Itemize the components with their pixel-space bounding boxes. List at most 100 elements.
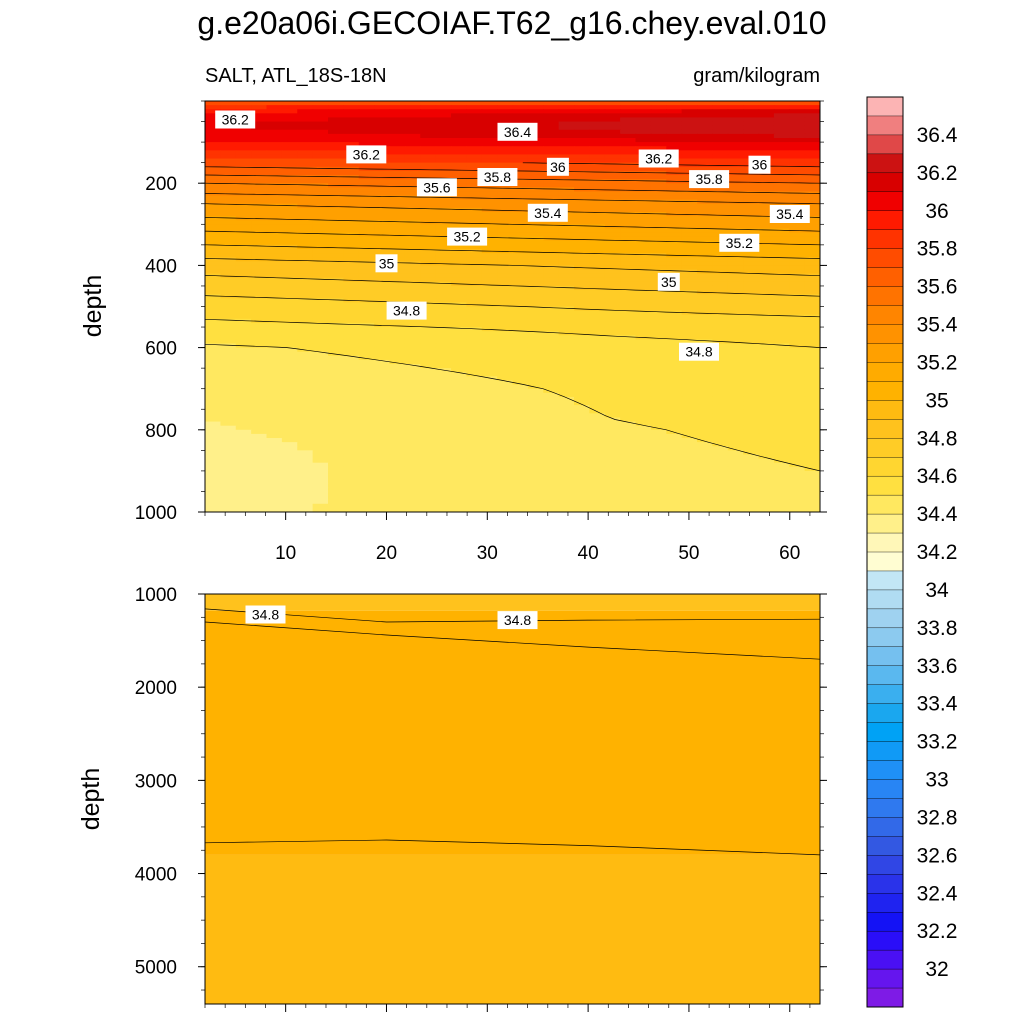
upper-field-cell bbox=[358, 244, 375, 250]
upper-field-cell bbox=[650, 396, 667, 402]
upper-field-cell bbox=[220, 359, 237, 365]
upper-field-cell bbox=[574, 475, 590, 480]
upper-field-cell bbox=[420, 142, 437, 147]
upper-field-cell bbox=[604, 294, 621, 299]
upper-field-cell bbox=[589, 158, 606, 164]
upper-field-cell bbox=[604, 421, 621, 427]
upper-field-cell bbox=[666, 302, 683, 308]
upper-field-cell bbox=[481, 417, 498, 423]
upper-field-cell bbox=[235, 174, 252, 180]
upper-field-cell bbox=[712, 187, 729, 193]
upper-field-cell bbox=[804, 347, 820, 353]
upper-field-cell bbox=[281, 199, 298, 205]
upper-field-cell bbox=[251, 425, 268, 431]
upper-field-cell bbox=[251, 150, 268, 156]
upper-field-cell bbox=[497, 359, 514, 365]
upper-field-cell bbox=[374, 187, 391, 193]
upper-field-cell bbox=[697, 285, 713, 291]
upper-field-cell bbox=[620, 417, 637, 423]
upper-field-cell bbox=[589, 318, 606, 324]
upper-field-cell bbox=[312, 228, 329, 234]
upper-field-cell bbox=[558, 137, 575, 143]
upper-field-cell bbox=[266, 380, 283, 386]
upper-field-cell bbox=[789, 101, 806, 106]
upper-field-cell bbox=[681, 364, 698, 369]
upper-field-cell bbox=[451, 113, 467, 119]
upper-field-cell bbox=[712, 117, 729, 123]
upper-field-cell bbox=[451, 483, 467, 488]
x-tick-label: 50 bbox=[678, 543, 699, 564]
upper-field-cell bbox=[220, 483, 237, 488]
upper-field-cell bbox=[451, 438, 467, 443]
upper-field-cell bbox=[574, 281, 590, 287]
upper-field-cell bbox=[404, 462, 421, 468]
upper-field-cell bbox=[635, 281, 652, 287]
upper-field-cell bbox=[512, 248, 529, 254]
upper-field-cell bbox=[358, 187, 375, 193]
upper-field-cell bbox=[328, 335, 344, 340]
upper-field-cell bbox=[281, 339, 298, 345]
upper-field-cell bbox=[758, 372, 775, 377]
upper-field-cell bbox=[312, 380, 329, 386]
upper-field-cell bbox=[712, 269, 729, 275]
upper-field-cell bbox=[574, 495, 590, 501]
upper-field-cell bbox=[697, 454, 713, 460]
upper-field-cell bbox=[804, 327, 820, 332]
upper-field-cell bbox=[543, 388, 560, 394]
upper-field-cell bbox=[312, 265, 329, 271]
upper-field-cell bbox=[374, 359, 391, 365]
upper-field-cell bbox=[281, 170, 298, 176]
upper-field-cell bbox=[681, 507, 698, 512]
upper-field-cell bbox=[543, 339, 560, 345]
upper-field-cell bbox=[543, 314, 560, 320]
upper-field-cell bbox=[466, 179, 483, 184]
upper-field-cell bbox=[389, 359, 406, 365]
upper-field-cell bbox=[589, 121, 606, 127]
upper-field-cell bbox=[343, 446, 360, 451]
upper-field-cell bbox=[312, 236, 329, 242]
upper-field-cell bbox=[666, 347, 683, 353]
upper-field-cell bbox=[497, 187, 514, 193]
upper-field-cell bbox=[681, 240, 698, 246]
upper-field-cell bbox=[328, 318, 344, 324]
upper-field-cell bbox=[420, 273, 437, 279]
colorbar-swatch bbox=[866, 134, 904, 155]
upper-field-cell bbox=[804, 285, 820, 291]
upper-field-cell bbox=[404, 236, 421, 242]
upper-field-cell bbox=[435, 376, 452, 382]
upper-field-cell bbox=[466, 101, 483, 106]
upper-field-cell bbox=[404, 450, 421, 456]
colorbar-swatch bbox=[866, 949, 904, 970]
upper-field-cell bbox=[389, 331, 406, 336]
upper-field-cell bbox=[205, 372, 221, 377]
upper-field-cell bbox=[804, 351, 820, 357]
upper-field-cell bbox=[358, 483, 375, 488]
upper-field-cell bbox=[758, 335, 775, 340]
upper-field-cell bbox=[220, 335, 237, 340]
upper-field-cell bbox=[604, 146, 621, 151]
x-tick-label: 60 bbox=[779, 543, 800, 564]
upper-field-cell bbox=[328, 146, 344, 151]
upper-field-cell bbox=[466, 162, 483, 168]
upper-field-cell bbox=[773, 409, 790, 414]
upper-field-cell bbox=[512, 466, 529, 472]
upper-field-cell bbox=[558, 290, 575, 295]
upper-field-cell bbox=[420, 372, 437, 377]
upper-field-cell bbox=[743, 343, 760, 349]
upper-field-cell bbox=[727, 499, 744, 505]
upper-field-cell bbox=[481, 294, 498, 299]
upper-field-cell bbox=[558, 503, 575, 509]
upper-field-cell bbox=[220, 462, 237, 468]
upper-field-cell bbox=[328, 290, 344, 295]
upper-field-cell bbox=[773, 142, 790, 147]
upper-field-cell bbox=[527, 253, 544, 258]
upper-field-cell bbox=[343, 339, 360, 345]
upper-field-cell bbox=[328, 507, 344, 512]
upper-field-cell bbox=[235, 277, 252, 283]
upper-field-cell bbox=[758, 195, 775, 201]
upper-field-cell bbox=[789, 150, 806, 156]
upper-field-cell bbox=[789, 224, 806, 230]
upper-field-cell bbox=[512, 142, 529, 147]
upper-field-cell bbox=[481, 113, 498, 119]
upper-field-cell bbox=[527, 495, 544, 501]
